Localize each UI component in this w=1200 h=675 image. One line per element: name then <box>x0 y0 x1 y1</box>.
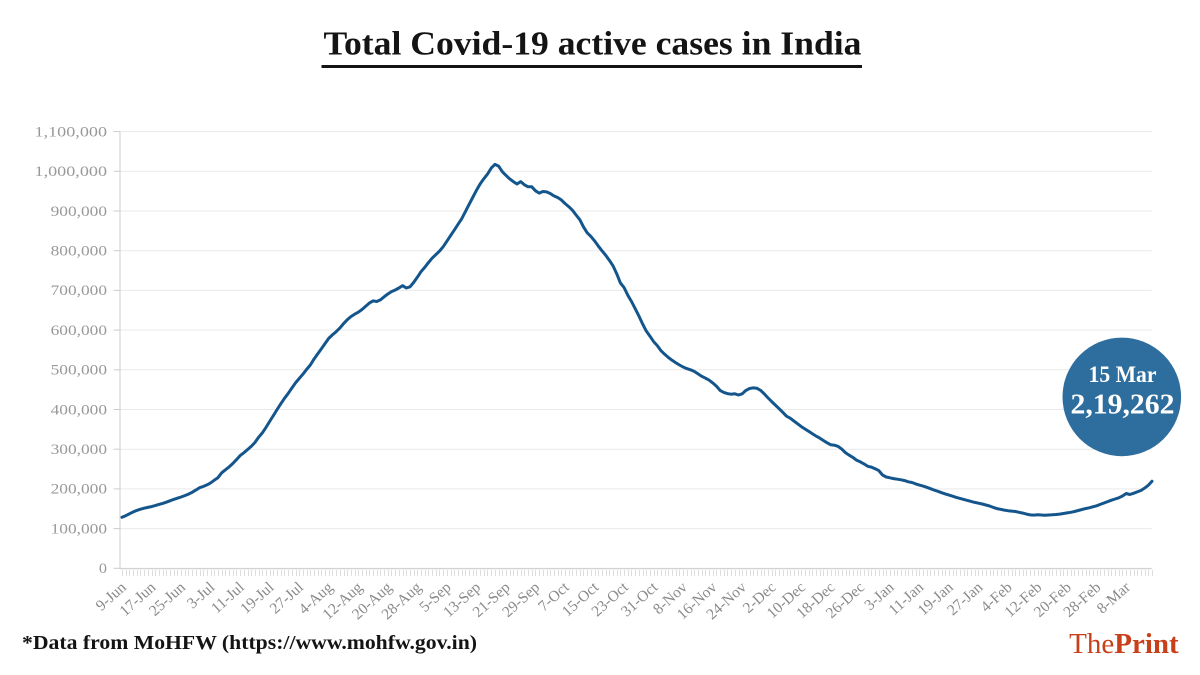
svg-text:0: 0 <box>99 561 107 577</box>
svg-text:2,19,262: 2,19,262 <box>1071 389 1175 421</box>
svg-text:400,000: 400,000 <box>51 402 107 418</box>
svg-text:1,000,000: 1,000,000 <box>35 164 108 180</box>
svg-text:200,000: 200,000 <box>51 482 107 498</box>
svg-text:700,000: 700,000 <box>51 283 107 299</box>
svg-text:ThePrint: ThePrint <box>1069 628 1179 660</box>
svg-text:900,000: 900,000 <box>51 204 107 220</box>
svg-text:600,000: 600,000 <box>51 323 107 339</box>
svg-text:100,000: 100,000 <box>51 521 107 537</box>
svg-text:15 Mar: 15 Mar <box>1089 362 1157 387</box>
svg-text:Total Covid-19 active cases in: Total Covid-19 active cases in India <box>324 26 862 63</box>
svg-text:1,100,000: 1,100,000 <box>35 124 108 140</box>
svg-text:*Data from MoHFW (https://www.: *Data from MoHFW (https://www.mohfw.gov.… <box>22 632 477 654</box>
svg-text:300,000: 300,000 <box>51 442 107 458</box>
svg-text:500,000: 500,000 <box>51 363 107 379</box>
svg-text:800,000: 800,000 <box>51 244 107 260</box>
